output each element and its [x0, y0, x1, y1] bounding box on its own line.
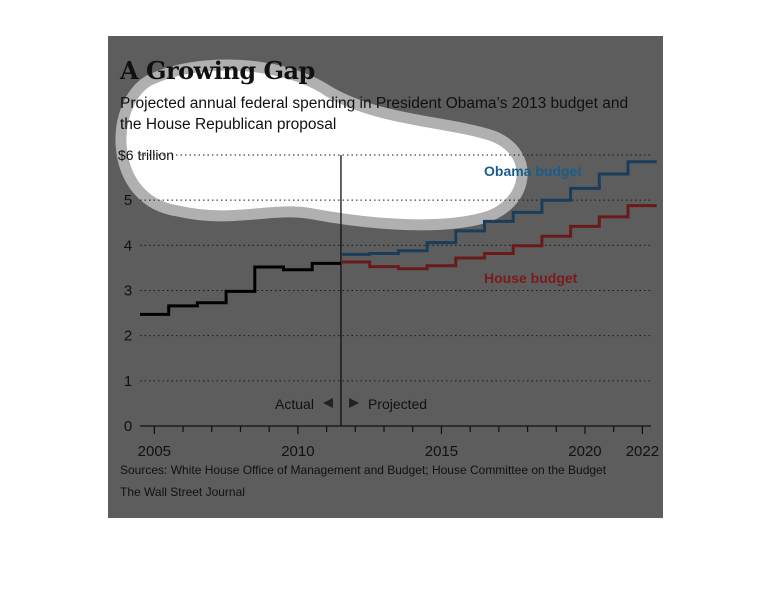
- chart-panel: 0 1 2 3 4 5 $6 trillion 2005 2010 2015 2020 2022 Act…: [108, 36, 663, 518]
- white-blob-shape: [115, 59, 528, 231]
- y-tick-label-1: 1: [124, 373, 132, 390]
- x-tick-label-2005: 2005: [138, 443, 171, 460]
- y-tick-label-3: 3: [124, 283, 132, 300]
- chart-subtitle: Projected annual federal spending in Pre…: [120, 95, 629, 133]
- x-tick-label-2015: 2015: [425, 443, 458, 460]
- chart-credit: The Wall Street Journal: [120, 485, 245, 499]
- projected-label: Projected: [368, 396, 427, 412]
- x-tick-label-2020: 2020: [568, 443, 601, 460]
- y-tick-label-6: $6 trillion: [118, 147, 174, 163]
- chart-title: A Growing Gap: [120, 56, 315, 85]
- chart-sources: Sources: White House Office of Managemen…: [120, 463, 607, 477]
- obama-budget-label: Obama budget: [484, 163, 582, 179]
- series-line-obama: [341, 160, 657, 256]
- y-tick-label-0: 0: [124, 418, 132, 435]
- series-line-house: [341, 204, 657, 271]
- y-tick-label-4: 4: [124, 237, 132, 254]
- y-tick-label-5: 5: [124, 192, 132, 209]
- series-line-actual: [140, 261, 341, 316]
- actual-label: Actual: [275, 396, 314, 412]
- x-tick-label-2022: 2022: [626, 443, 659, 460]
- left-arrow-icon: [322, 398, 333, 408]
- x-tick-label-2010: 2010: [281, 443, 314, 460]
- right-arrow-icon: [348, 398, 359, 408]
- y-tick-label-2: 2: [124, 328, 132, 345]
- house-budget-label: House budget: [484, 270, 578, 286]
- spending-chart: 0 1 2 3 4 5 $6 trillion 2005 2010 2015 2020 2022 Act…: [115, 59, 659, 460]
